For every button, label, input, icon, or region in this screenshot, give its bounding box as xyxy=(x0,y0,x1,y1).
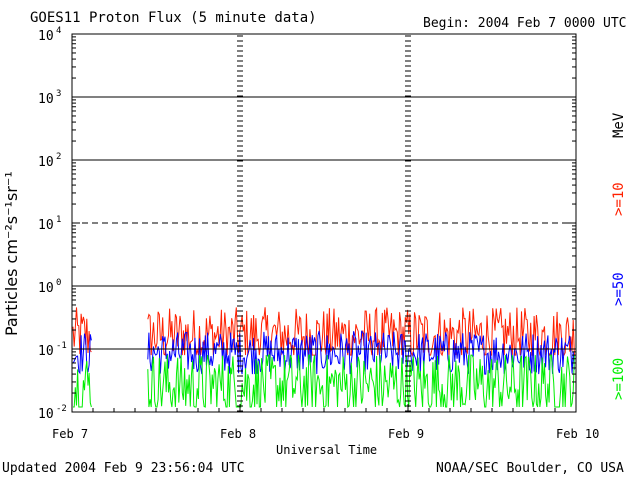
y-tick-label-1e0: 10 xyxy=(38,281,54,296)
series-trace-ge10 xyxy=(72,307,92,355)
x-tick-label: Feb 7 xyxy=(52,427,88,441)
y-axis-label: Particles cm⁻²s⁻¹sr⁻¹ xyxy=(2,171,21,336)
y-tick-label-1e3: 10 xyxy=(38,92,54,107)
x-tick-label: Feb 8 xyxy=(220,427,256,441)
x-tick-label: Feb 10 xyxy=(556,427,599,441)
y-tick-label-1e-2: 10 xyxy=(38,407,54,422)
y-tick-exp-1e-1: -1 xyxy=(56,341,67,351)
series-trace-ge100 xyxy=(147,354,575,409)
y-tick-label-1e4: 10 xyxy=(38,29,54,44)
x-axis-title: Universal Time xyxy=(276,443,378,457)
series-trace-ge100 xyxy=(73,361,92,408)
legend-ge50: >=50 xyxy=(611,272,627,306)
y-tick-exp-1e-2: -2 xyxy=(56,404,67,414)
x-tick-label: Feb 9 xyxy=(388,427,424,441)
y-tick-exp-1e3: 3 xyxy=(56,89,61,99)
chart-title: GOES11 Proton Flux (5 minute data) xyxy=(30,10,317,26)
plot-frame xyxy=(71,33,577,413)
legend-unit-mev: MeV xyxy=(611,112,627,138)
begin-label: Begin: 2004 Feb 7 0000 UTC xyxy=(423,16,627,31)
y-tick-exp-1e4: 4 xyxy=(56,26,61,36)
series-trace-ge50 xyxy=(147,330,575,375)
legend-ge100: >=100 xyxy=(611,357,627,400)
y-tick-label-1e1: 10 xyxy=(38,218,54,233)
y-tick-label-1e-1: 10 xyxy=(38,344,54,359)
y-tick-exp-1e1: 1 xyxy=(56,215,61,225)
legend-ge10: >=10 xyxy=(611,182,627,216)
y-tick-exp-1e0: 0 xyxy=(56,278,61,288)
y-tick-label-1e2: 10 xyxy=(38,155,54,170)
credit-label: NOAA/SEC Boulder, CO USA xyxy=(436,461,624,476)
series-trace-ge50 xyxy=(72,333,92,375)
updated-timestamp: Updated 2004 Feb 9 23:56:04 UTC xyxy=(2,461,245,476)
y-tick-exp-1e2: 2 xyxy=(56,152,61,162)
